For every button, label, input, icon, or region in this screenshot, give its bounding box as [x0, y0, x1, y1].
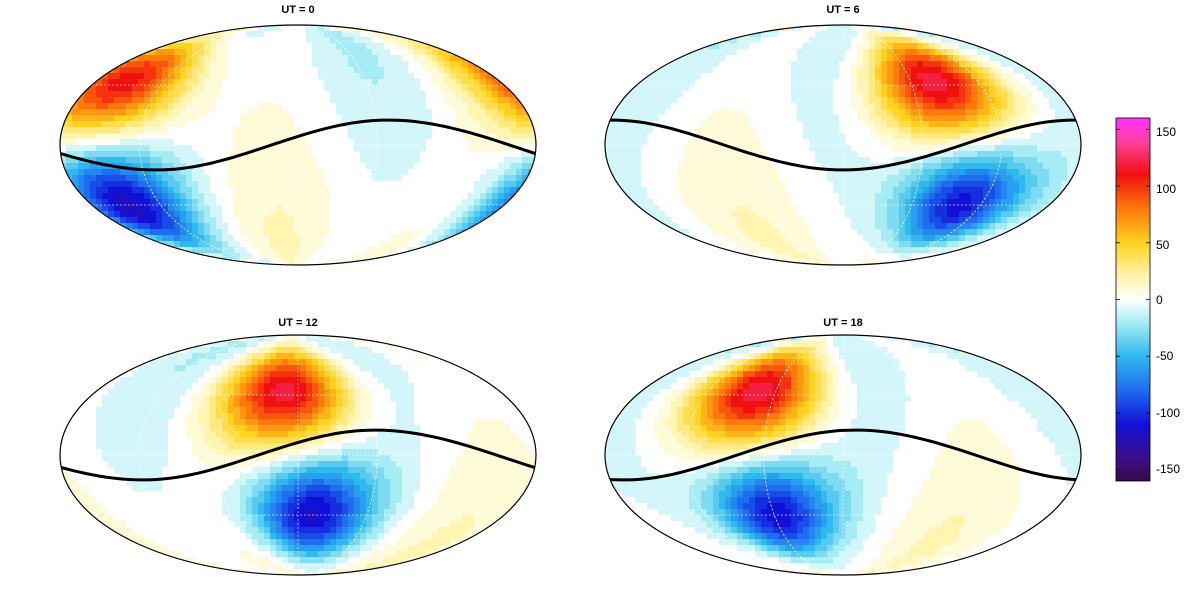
colorbar-tick-label: 100 — [1156, 182, 1176, 196]
colorbar-tick-label: -150 — [1156, 462, 1180, 476]
panel-title-ut12: UT = 12 — [278, 317, 317, 329]
contour-field — [605, 335, 1081, 575]
dip-equator-line — [60, 428, 536, 482]
panel-title-ut18: UT = 18 — [823, 317, 862, 329]
colorbar-tick-label: 150 — [1156, 125, 1176, 139]
colorbar-tick-label: 0 — [1156, 293, 1163, 307]
map-ut12 — [59, 334, 537, 576]
map-ut0 — [59, 24, 537, 266]
graticule-meridian — [138, 335, 458, 575]
map-outline — [604, 24, 1082, 266]
dip-equator-line — [609, 428, 1077, 482]
colorbar-bar — [1115, 117, 1151, 482]
colorbar: 150 100 50 0 -50 -100 -150 — [1115, 117, 1180, 482]
graticule-meridian — [218, 335, 378, 575]
graticule-meridian — [218, 25, 378, 265]
colorbar-tick-label: -100 — [1156, 406, 1180, 420]
map-outline — [604, 334, 1082, 576]
map-panel-ut0: UT = 0 — [59, 4, 537, 266]
map-panel-ut18: UT = 18 — [604, 317, 1082, 576]
map-ut6 — [604, 24, 1082, 266]
map-outline — [59, 24, 537, 266]
dip-equator-line — [610, 118, 1076, 172]
map-panel-ut12: UT = 12 — [59, 317, 537, 576]
colorbar-tick-label: 50 — [1156, 238, 1170, 252]
contour-field — [605, 25, 1081, 265]
graticule-meridian — [763, 335, 923, 575]
colorbar-tick-label: -50 — [1156, 349, 1174, 363]
graticule-meridian — [138, 25, 458, 265]
panel-title-ut6: UT = 6 — [826, 4, 859, 16]
graticule-meridian — [763, 25, 923, 265]
contour-field — [60, 25, 536, 265]
dip-equator-line — [60, 118, 536, 172]
map-panel-ut6: UT = 6 — [604, 4, 1082, 266]
map-ut18 — [604, 334, 1082, 576]
map-outline — [59, 334, 537, 576]
colorbar-ticks — [1116, 128, 1150, 471]
panel-title-ut0: UT = 0 — [281, 4, 314, 16]
